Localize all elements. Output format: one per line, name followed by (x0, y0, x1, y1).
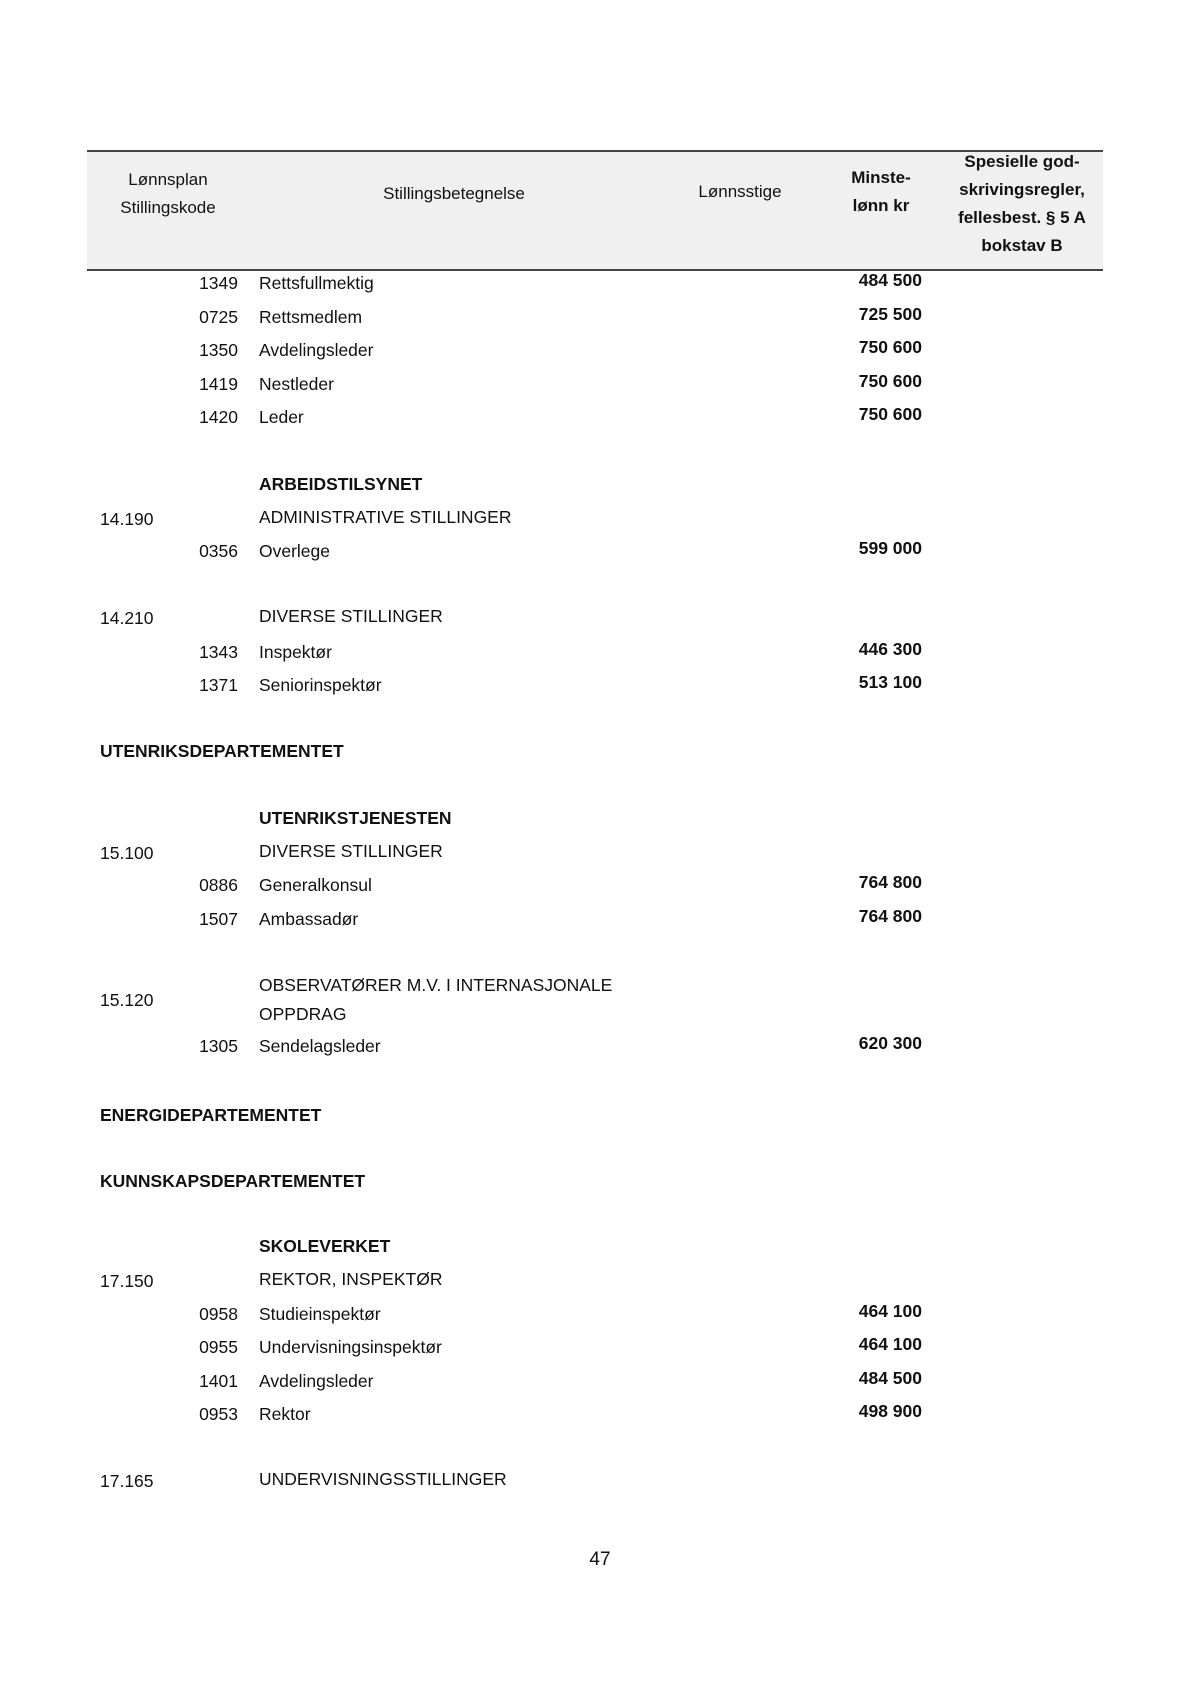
minstelonn: 620 300 (858, 1033, 922, 1053)
stillingsbetegnelse: Avdelingsleder (259, 340, 374, 360)
minstelonn: 764 800 (858, 906, 922, 926)
stillingskode: 0725 (199, 307, 238, 327)
department-heading: ENERGIDEPARTEMENTET (100, 1105, 322, 1125)
header-stillingsbetegnelse: Stillingsbetegnelse (383, 184, 525, 203)
section-heading: ARBEIDSTILSYNET (259, 474, 423, 494)
stillingskode: 1349 (199, 273, 238, 293)
group-heading: UNDERVISNINGSSTILLINGER (259, 1469, 507, 1489)
stillingsbetegnelse: Studieinspektør (259, 1304, 381, 1324)
stillingskode: 1343 (199, 642, 238, 662)
group-heading: ADMINISTRATIVE STILLINGER (259, 507, 512, 527)
stillingskode: 1350 (199, 340, 238, 360)
stillingskode: 1305 (199, 1036, 238, 1056)
minstelonn: 599 000 (858, 538, 922, 558)
stillingsbetegnelse: Inspektør (259, 642, 332, 662)
minstelonn: 750 600 (858, 371, 922, 391)
header-text: bokstav B (981, 236, 1063, 255)
section-heading: UTENRIKSTJENESTEN (259, 808, 452, 828)
group-heading: DIVERSE STILLINGER (259, 841, 443, 861)
stillingsbetegnelse: Undervisningsinspektør (259, 1337, 442, 1357)
minstelonn: 513 100 (858, 672, 922, 692)
group-heading-cont: OPPDRAG (259, 1004, 347, 1024)
stillingsbetegnelse: Avdelingsleder (259, 1371, 374, 1391)
minstelonn: 464 100 (858, 1334, 922, 1354)
stillingskode: 1507 (199, 909, 238, 929)
header-lonnsstige: Lønnsstige (698, 182, 782, 201)
stillingsbetegnelse: Rektor (259, 1404, 311, 1424)
header-text: skrivingsregler, (959, 180, 1085, 199)
header-text: lønn kr (852, 196, 910, 215)
header-text: Lønnsplan (128, 170, 208, 189)
stillingskode: 0958 (199, 1304, 238, 1324)
lonnsplan-code: 14.190 (100, 509, 154, 529)
minstelonn: 446 300 (858, 639, 922, 659)
header-text: fellesbest. § 5 A (958, 208, 1086, 227)
stillingskode: 0955 (199, 1337, 238, 1357)
stillingskode: 1419 (199, 374, 238, 394)
department-heading: KUNNSKAPSDEPARTEMENTET (100, 1171, 366, 1191)
minstelonn: 725 500 (858, 304, 922, 324)
lonnsplan-code: 14.210 (100, 608, 154, 628)
section-heading: SKOLEVERKET (259, 1236, 391, 1256)
minstelonn: 464 100 (858, 1301, 922, 1321)
stillingskode: 0953 (199, 1404, 238, 1424)
stillingsbetegnelse: Rettsfullmektig (259, 273, 374, 293)
stillingsbetegnelse: Leder (259, 407, 304, 427)
stillingsbetegnelse: Nestleder (259, 374, 334, 394)
minstelonn: 750 600 (858, 404, 922, 424)
stillingsbetegnelse: Sendelagsleder (259, 1036, 381, 1056)
stillingsbetegnelse: Generalkonsul (259, 875, 372, 895)
header-text: Spesielle god- (964, 152, 1080, 171)
minstelonn: 484 500 (858, 270, 922, 290)
stillingskode: 0886 (199, 875, 238, 895)
stillingsbetegnelse: Overlege (259, 541, 331, 561)
lonnsplan-code: 17.150 (100, 1271, 154, 1291)
stillingsbetegnelse: Ambassadør (259, 909, 359, 929)
lonnsplan-code: 15.100 (100, 843, 154, 863)
header-text: Stillingskode (120, 198, 216, 217)
stillingskode: 1401 (199, 1371, 238, 1391)
minstelonn: 484 500 (858, 1368, 922, 1388)
stillingskode: 0356 (199, 541, 238, 561)
header-lonnsplan: Lønnsplan Stillingskode (120, 166, 215, 222)
group-heading: OBSERVATØRER M.V. I INTERNASJONALE (259, 975, 613, 995)
group-heading: REKTOR, INSPEKTØR (259, 1269, 443, 1289)
stillingsbetegnelse: Rettsmedlem (259, 307, 363, 327)
lonnsplan-code: 17.165 (100, 1471, 154, 1491)
group-heading: DIVERSE STILLINGER (259, 606, 443, 626)
minstelonn: 750 600 (858, 337, 922, 357)
lonnsplan-code: 15.120 (100, 990, 154, 1010)
department-heading: UTENRIKSDEPARTEMENTET (100, 741, 344, 761)
stillingsbetegnelse: Seniorinspektør (259, 675, 382, 695)
header-text: Minste- (851, 168, 911, 187)
stillingskode: 1420 (199, 407, 238, 427)
stillingskode: 1371 (199, 675, 238, 695)
minstelonn: 498 900 (858, 1401, 922, 1421)
header-minstelonn: Minste- lønn kr (851, 164, 911, 220)
page-number: 47 (589, 1549, 611, 1570)
table-header: Lønnsplan Stillingskode Stillingsbetegne… (87, 150, 1103, 271)
header-spesielle-regler: Spesielle god- skrivingsregler, fellesbe… (958, 148, 1086, 260)
minstelonn: 764 800 (858, 872, 922, 892)
